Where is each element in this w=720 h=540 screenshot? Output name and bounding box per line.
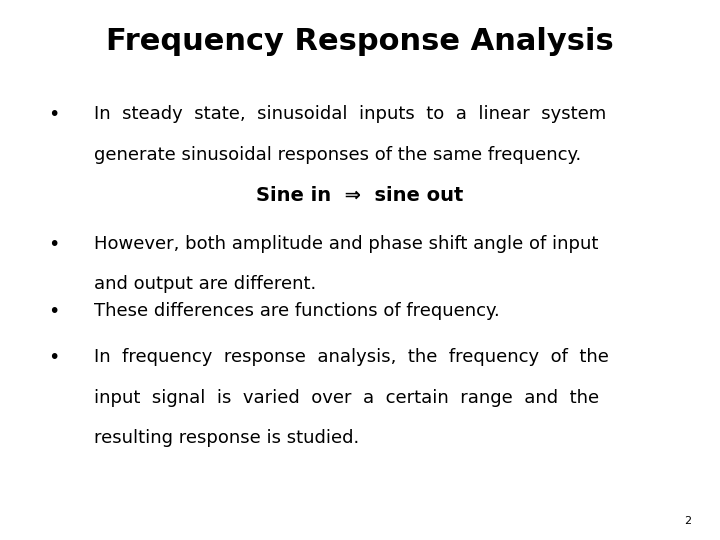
Text: and output are different.: and output are different.	[94, 275, 316, 293]
Text: •: •	[48, 105, 60, 124]
Text: input  signal  is  varied  over  a  certain  range  and  the: input signal is varied over a certain ra…	[94, 389, 599, 407]
Text: In  frequency  response  analysis,  the  frequency  of  the: In frequency response analysis, the freq…	[94, 348, 608, 366]
Text: Frequency Response Analysis: Frequency Response Analysis	[106, 27, 614, 56]
Text: These differences are functions of frequency.: These differences are functions of frequ…	[94, 302, 500, 320]
Text: •: •	[48, 302, 60, 321]
Text: •: •	[48, 235, 60, 254]
Text: In  steady  state,  sinusoidal  inputs  to  a  linear  system: In steady state, sinusoidal inputs to a …	[94, 105, 606, 123]
Text: •: •	[48, 348, 60, 367]
Text: However, both amplitude and phase shift angle of input: However, both amplitude and phase shift …	[94, 235, 598, 253]
Text: 2: 2	[684, 516, 691, 526]
Text: generate sinusoidal responses of the same frequency.: generate sinusoidal responses of the sam…	[94, 146, 581, 164]
Text: resulting response is studied.: resulting response is studied.	[94, 429, 359, 447]
Text: Sine in  ⇒  sine out: Sine in ⇒ sine out	[256, 186, 464, 205]
